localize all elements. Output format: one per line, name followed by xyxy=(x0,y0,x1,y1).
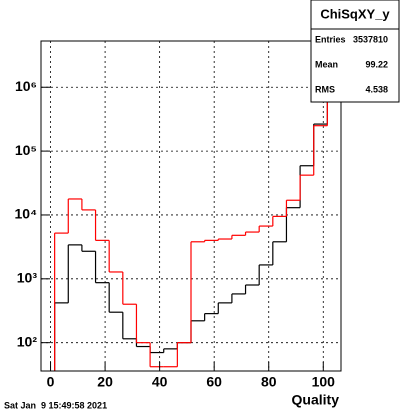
x-tick-label: 0 xyxy=(47,374,55,390)
y-tick-label: 10⁵ xyxy=(15,142,37,158)
x-tick-label: 80 xyxy=(261,374,277,390)
timestamp: Sat Jan 9 15:49:58 2021 xyxy=(4,400,107,410)
grid xyxy=(41,41,341,371)
stat-label: Mean xyxy=(315,59,338,69)
stat-label: RMS xyxy=(315,84,335,94)
plot-area xyxy=(54,67,341,371)
y-tick-label: 10⁶ xyxy=(15,78,37,94)
stat-value: 99.22 xyxy=(365,59,388,69)
stats-box: ChiSqXY_y Entries 3537810 Mean 99.22 RMS 4.53… xyxy=(310,0,400,103)
x-axis-label: Quality xyxy=(292,392,340,408)
stats-title: ChiSqXY_y xyxy=(320,6,390,21)
stat-value: 3537810 xyxy=(353,34,388,44)
x-tick-label: 60 xyxy=(206,374,222,390)
y-tick-label: 10² xyxy=(17,333,38,349)
x-tick-label: 20 xyxy=(97,374,113,390)
stats-frame xyxy=(310,0,400,103)
x-tick-label: 40 xyxy=(152,374,168,390)
y-tick-label: 10³ xyxy=(17,270,38,286)
frame xyxy=(40,40,342,372)
stat-value: 4.538 xyxy=(365,84,388,94)
axes: 0 20 40 60 80 100 10² 10³ 10⁴ 10⁵ 10⁶ xyxy=(15,78,336,390)
y-tick-label: 10⁴ xyxy=(15,206,38,222)
x-tick-label: 100 xyxy=(312,374,336,390)
stat-label: Entries xyxy=(315,34,346,44)
